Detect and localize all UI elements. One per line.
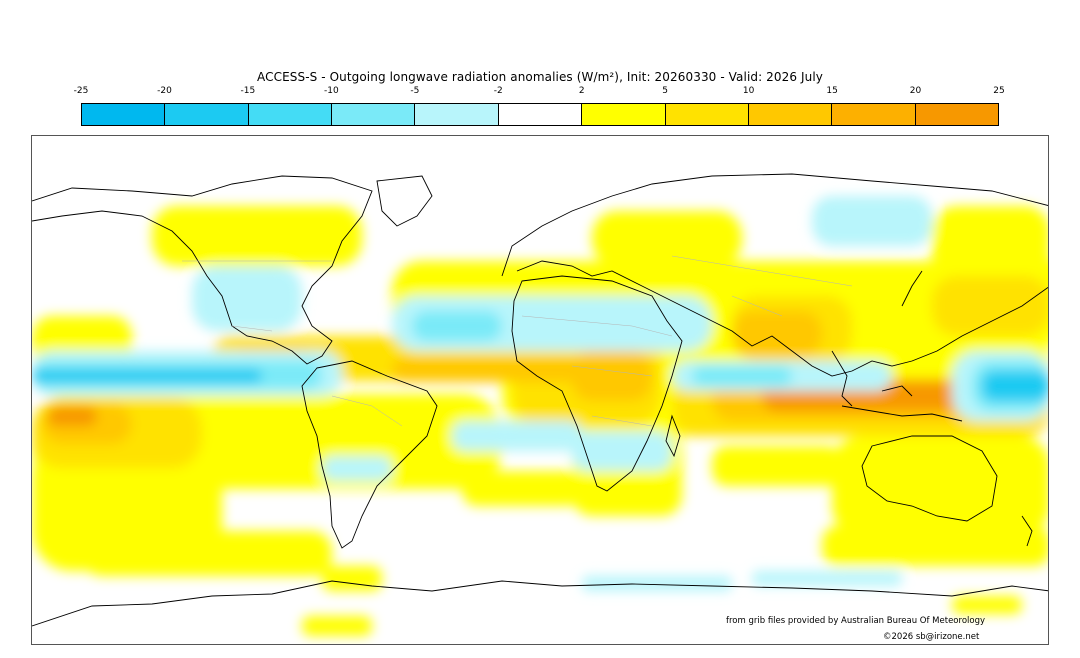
africa-coast [511, 275, 683, 492]
new-zealand-coast [1021, 515, 1033, 547]
colorbar-tick-label: 5 [662, 86, 669, 96]
colorbar-swatch [332, 104, 416, 125]
colorbar-tick-label: -25 [73, 86, 89, 96]
colorbar-tick-label: 2 [578, 86, 585, 96]
colorbar-swatch [665, 104, 749, 125]
japan-coast [901, 270, 923, 307]
colorbar-swatch [415, 104, 499, 125]
copyright-credit: ©2026 sb@irizone.net [883, 632, 980, 642]
colorbar-tick-label: 20 [909, 86, 922, 96]
greenland-coast [376, 175, 433, 227]
colorbar-tick-label: -20 [157, 86, 172, 96]
coastlines [32, 173, 1048, 627]
anomaly-field [32, 196, 1048, 636]
north-america-coast [32, 175, 373, 365]
antarctica-coast [32, 580, 1048, 627]
country-borders [182, 255, 853, 427]
world-map [31, 135, 1049, 645]
colorbar-tick-labels: -25 -20 -15 -10 -5 -2 2 5 10 15 20 25 [0, 86, 1080, 98]
colorbar-tick-label: -2 [493, 86, 503, 96]
negative-anomaly-15-20 [32, 369, 1048, 401]
data-source-credit: from grib files provided by Australian B… [726, 616, 986, 626]
eurasia-coast [501, 173, 1048, 377]
colorbar-tick-label: -5 [410, 86, 420, 96]
colorbar-swatch [498, 104, 583, 125]
colorbar-tick-label: 10 [742, 86, 755, 96]
indochina-coast [831, 350, 853, 407]
colorbar-tick-label: 25 [993, 86, 1005, 96]
colorbar-tick-label: 15 [826, 86, 838, 96]
south-america-coast [301, 360, 438, 549]
colorbar-swatch [748, 104, 833, 125]
colorbar-swatch [165, 104, 249, 125]
colorbar-swatch [915, 104, 998, 125]
colorbar-swatch [82, 104, 166, 125]
colorbar [81, 103, 999, 126]
olr-anomaly-map [32, 173, 1048, 636]
map-title: ACCESS-S - Outgoing longwave radiation a… [257, 70, 823, 84]
colorbar-tick-label: -15 [240, 86, 256, 96]
australia-coast [861, 435, 998, 522]
colorbar-swatch [582, 104, 666, 125]
colorbar-swatch [832, 104, 916, 125]
colorbar-tick-label: -10 [324, 86, 339, 96]
madagascar-coast [665, 414, 681, 458]
colorbar-swatch [248, 104, 333, 125]
indonesia-coast [841, 385, 963, 422]
